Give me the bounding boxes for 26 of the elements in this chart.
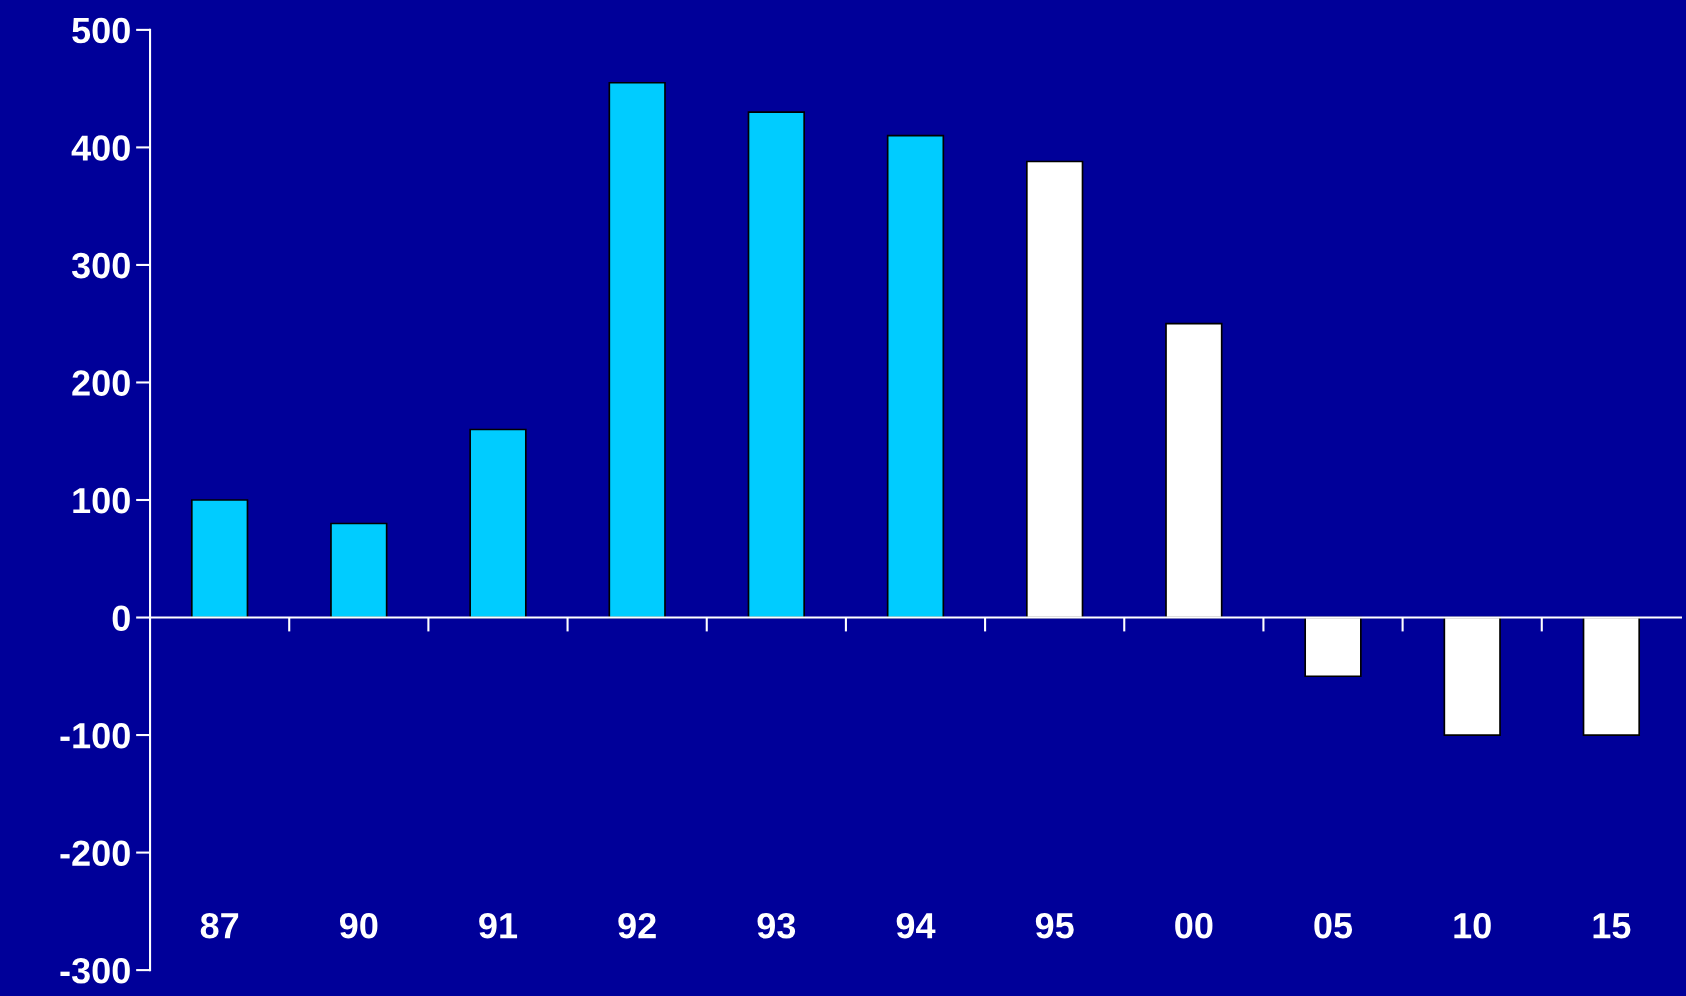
bar xyxy=(330,522,388,619)
bar xyxy=(190,499,249,619)
x-tick-label: 05 xyxy=(1314,912,1353,939)
y-tick-label: 100 xyxy=(73,487,130,514)
bar xyxy=(747,111,805,619)
x-tick-label: 92 xyxy=(618,912,656,939)
y-tick-label: -100 xyxy=(60,722,130,749)
x-tick-label: 93 xyxy=(757,912,796,939)
x-tick-label: 91 xyxy=(479,912,518,939)
x-tick-label: 10 xyxy=(1454,912,1491,939)
y-tick-label: -300 xyxy=(60,957,130,984)
y-tick-label: 300 xyxy=(71,252,130,279)
bar xyxy=(469,428,527,619)
y-tick-label: 500 xyxy=(72,17,130,44)
x-tick-label: 90 xyxy=(339,912,378,939)
x-tick-label: 87 xyxy=(200,912,239,939)
y-tick-label: 200 xyxy=(72,370,130,396)
y-tick-label: -200 xyxy=(60,840,130,867)
y-tick-label: 400 xyxy=(71,135,130,161)
x-tick-label: 95 xyxy=(1035,912,1074,939)
x-tick-label: 94 xyxy=(896,912,936,939)
y-tick-label: 0 xyxy=(112,605,130,631)
x-tick-label: 00 xyxy=(1175,912,1213,939)
x-tick-label: 15 xyxy=(1593,913,1631,939)
bar xyxy=(886,134,945,619)
bar xyxy=(608,81,666,619)
